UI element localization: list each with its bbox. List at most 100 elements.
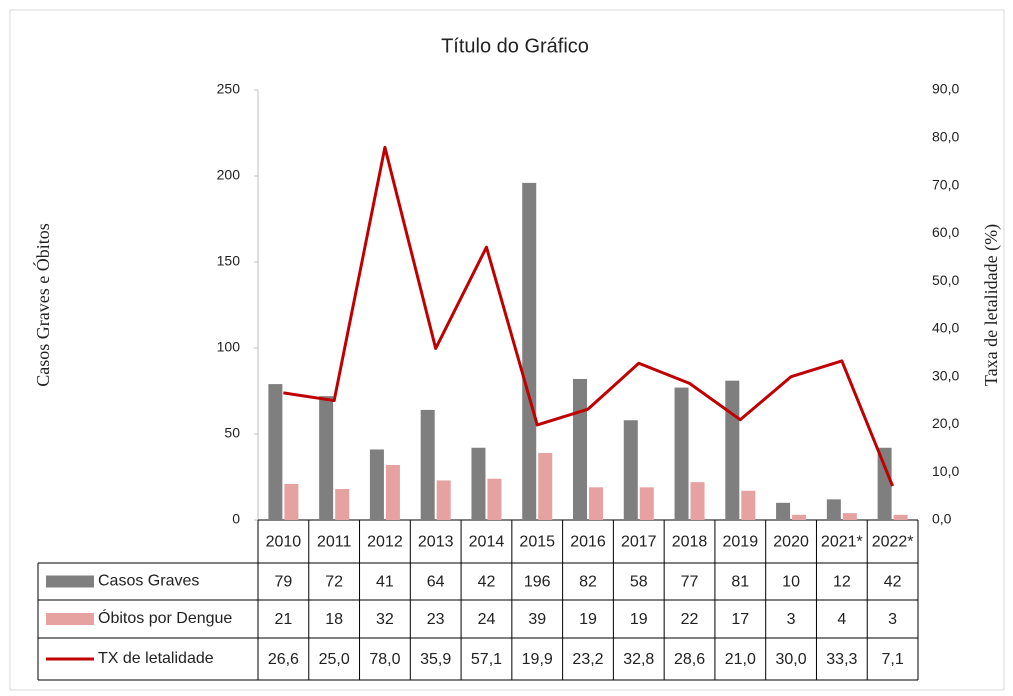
x-tick-label: 2016	[570, 534, 606, 551]
y2-tick-label: 0,0	[932, 511, 952, 527]
chart-title: Título do Gráfico	[441, 35, 589, 57]
table-value: 30,0	[776, 651, 807, 668]
bar	[573, 378, 587, 520]
y2-tick-label: 60,0	[932, 224, 959, 240]
table-value: 39	[528, 611, 546, 628]
table-value: 22	[681, 611, 699, 628]
bar	[369, 449, 384, 520]
y-axis-title: Casos Graves e Óbitos	[32, 223, 53, 386]
y-tick-label: 200	[217, 167, 241, 183]
legend-label: Casos Graves	[98, 573, 199, 590]
bar	[284, 483, 299, 520]
bar	[319, 396, 334, 520]
x-tick-label: 2021*	[821, 534, 863, 551]
table-value: 32,8	[623, 651, 654, 668]
table-value: 79	[274, 574, 292, 591]
bar	[893, 514, 908, 520]
bar	[268, 384, 283, 520]
table-value: 23,2	[572, 651, 603, 668]
table-value: 32	[376, 611, 394, 628]
x-tick-label: 2015	[519, 534, 555, 551]
y2-axis-title: Taxa de letalidade (%)	[981, 224, 1002, 386]
x-tick-label: 2013	[418, 534, 454, 551]
bar	[420, 409, 435, 520]
table-value: 3	[888, 611, 897, 628]
y-tick-label: 150	[217, 253, 241, 269]
table-value: 18	[325, 611, 343, 628]
table-value: 23	[427, 611, 445, 628]
x-tick-label: 2012	[367, 534, 403, 551]
table-value: 42	[884, 574, 902, 591]
table-value: 58	[630, 574, 648, 591]
table-value: 28,6	[674, 651, 705, 668]
table-value: 19	[630, 611, 648, 628]
bar	[741, 490, 756, 520]
x-tick-label: 2019	[723, 534, 759, 551]
table-value: 25,0	[319, 651, 350, 668]
table-value: 57,1	[471, 651, 502, 668]
x-tick-label: 2022*	[872, 534, 914, 551]
table-value: 19,9	[522, 651, 553, 668]
bar	[385, 464, 400, 520]
x-tick-label: 2020	[773, 534, 809, 551]
y-tick-label: 250	[217, 81, 241, 97]
bar	[639, 487, 654, 520]
table-value: 12	[833, 574, 851, 591]
y2-tick-label: 50,0	[932, 272, 959, 288]
x-tick-label: 2018	[672, 534, 708, 551]
y2-tick-label: 70,0	[932, 176, 959, 192]
y2-tick-label: 20,0	[932, 415, 959, 431]
x-tick-label: 2011	[317, 534, 352, 551]
line	[283, 145, 895, 487]
table-value: 41	[376, 574, 394, 591]
chart-border	[9, 9, 1005, 691]
table-value: 24	[478, 611, 496, 628]
x-tick-label: 2017	[621, 534, 657, 551]
table-value: 78,0	[369, 651, 400, 668]
table-value: 4	[837, 611, 846, 628]
bar	[674, 387, 689, 520]
y2-tick-label: 30,0	[932, 367, 959, 383]
bar	[623, 420, 638, 520]
y2-tick-label: 80,0	[932, 128, 959, 144]
y-tick-label: 0	[232, 511, 240, 527]
table-value: 72	[325, 574, 343, 591]
table-value: 196	[524, 574, 551, 591]
bar	[725, 380, 740, 520]
bar	[522, 182, 537, 520]
table-value: 17	[731, 611, 749, 628]
bar	[538, 452, 553, 520]
bar	[471, 447, 486, 520]
table-value: 7,1	[881, 651, 903, 668]
bar	[690, 482, 705, 520]
y2-tick-label: 90,0	[932, 81, 959, 97]
y-tick-label: 50	[224, 425, 240, 441]
bar	[335, 489, 350, 520]
table-value: 19	[579, 611, 597, 628]
table-value: 42	[478, 574, 496, 591]
table-value: 26,6	[268, 651, 299, 668]
table-value: 35,9	[420, 651, 451, 668]
table-value: 77	[681, 574, 699, 591]
legend-label: Óbitos por Dengue	[98, 608, 232, 627]
bar	[877, 447, 892, 520]
table-value: 33,3	[826, 651, 857, 668]
y2-tick-label: 40,0	[932, 320, 959, 336]
table-value: 10	[782, 574, 800, 591]
bar	[792, 514, 807, 520]
table-value: 64	[427, 574, 445, 591]
y-tick-label: 100	[217, 339, 241, 355]
y2-tick-label: 10,0	[932, 463, 959, 479]
table-value: 82	[579, 574, 597, 591]
legend-swatch	[46, 613, 94, 625]
legend-label: TX de letalidade	[98, 650, 214, 667]
bar	[826, 499, 841, 520]
bar	[487, 478, 502, 520]
x-tick-label: 2014	[469, 534, 505, 551]
bar	[842, 513, 857, 520]
bar	[589, 487, 603, 520]
table-value: 21,0	[725, 651, 756, 668]
x-tick-label: 2010	[266, 534, 302, 551]
legend-swatch	[46, 575, 94, 588]
